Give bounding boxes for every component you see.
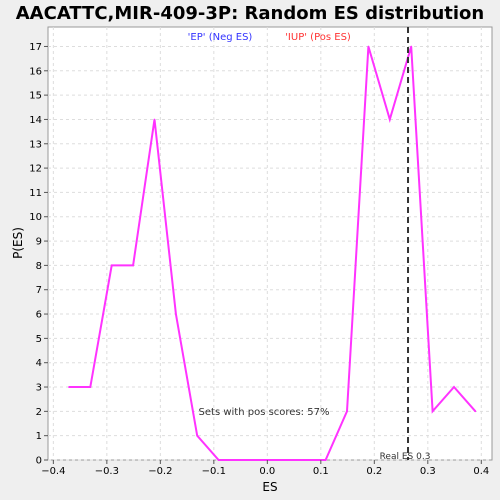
data-point <box>89 386 92 388</box>
y-tick-label: 7 <box>36 285 42 296</box>
y-tick-label: 15 <box>29 91 42 102</box>
y-tick-label: 11 <box>29 188 42 199</box>
x-tick-label: 0.0 <box>259 466 275 477</box>
data-point <box>217 459 220 461</box>
x-tick-label: 0.3 <box>420 466 436 477</box>
x-tick-label: 0.4 <box>473 466 489 477</box>
data-point <box>324 459 327 461</box>
y-tick-label: 17 <box>29 42 42 53</box>
data-point <box>260 459 263 461</box>
y-tick-label: 8 <box>36 261 42 272</box>
y-tick-label: 4 <box>36 358 42 369</box>
data-point <box>453 386 455 388</box>
y-tick-label: 3 <box>36 383 42 394</box>
pos-scores-annotation: Sets with pos scores: 57% <box>199 407 330 418</box>
data-point <box>367 45 370 48</box>
chart-title: AACATTC,MIR-409-3P: Random ES distributi… <box>16 3 484 24</box>
data-point <box>239 459 241 461</box>
data-point <box>389 118 391 121</box>
data-point <box>303 459 306 461</box>
data-point <box>68 386 70 388</box>
plot-area <box>47 26 493 461</box>
data-point <box>110 264 113 267</box>
y-tick-label: 6 <box>36 310 42 321</box>
data-point <box>474 410 477 413</box>
data-point <box>282 459 284 461</box>
data-point <box>410 45 413 48</box>
data-point <box>132 264 134 267</box>
y-tick-label: 12 <box>29 164 42 175</box>
x-axis-label: ES <box>262 480 277 494</box>
y-tick-label: 9 <box>36 237 42 248</box>
data-point <box>346 410 348 413</box>
y-tick-label: 1 <box>36 431 42 442</box>
x-tick-label: 0.2 <box>366 466 382 477</box>
real-es-label: Real ES 0.3 <box>380 452 431 462</box>
y-tick-label: 13 <box>29 139 42 150</box>
y-tick-label: 16 <box>29 66 42 77</box>
x-tick-label: 0.1 <box>313 466 329 477</box>
y-tick-label: 5 <box>36 334 42 345</box>
y-tick-label: 14 <box>29 115 42 126</box>
data-point <box>153 118 156 121</box>
x-tick-label: −0.2 <box>148 466 172 477</box>
y-axis-label: P(ES) <box>11 227 25 259</box>
y-tick-label: 0 <box>36 456 42 467</box>
data-point <box>431 410 434 413</box>
x-tick-label: −0.1 <box>202 466 226 477</box>
data-point <box>196 434 199 437</box>
y-tick-label: 10 <box>29 212 42 223</box>
y-tick-label: 2 <box>36 407 42 418</box>
x-tick-label: −0.4 <box>41 466 65 477</box>
legend-pos-label: 'IUP' (Pos ES) <box>285 32 351 43</box>
x-tick-label: −0.3 <box>95 466 119 477</box>
legend-neg-label: 'EP' (Neg ES) <box>188 32 253 43</box>
data-point <box>175 313 177 315</box>
